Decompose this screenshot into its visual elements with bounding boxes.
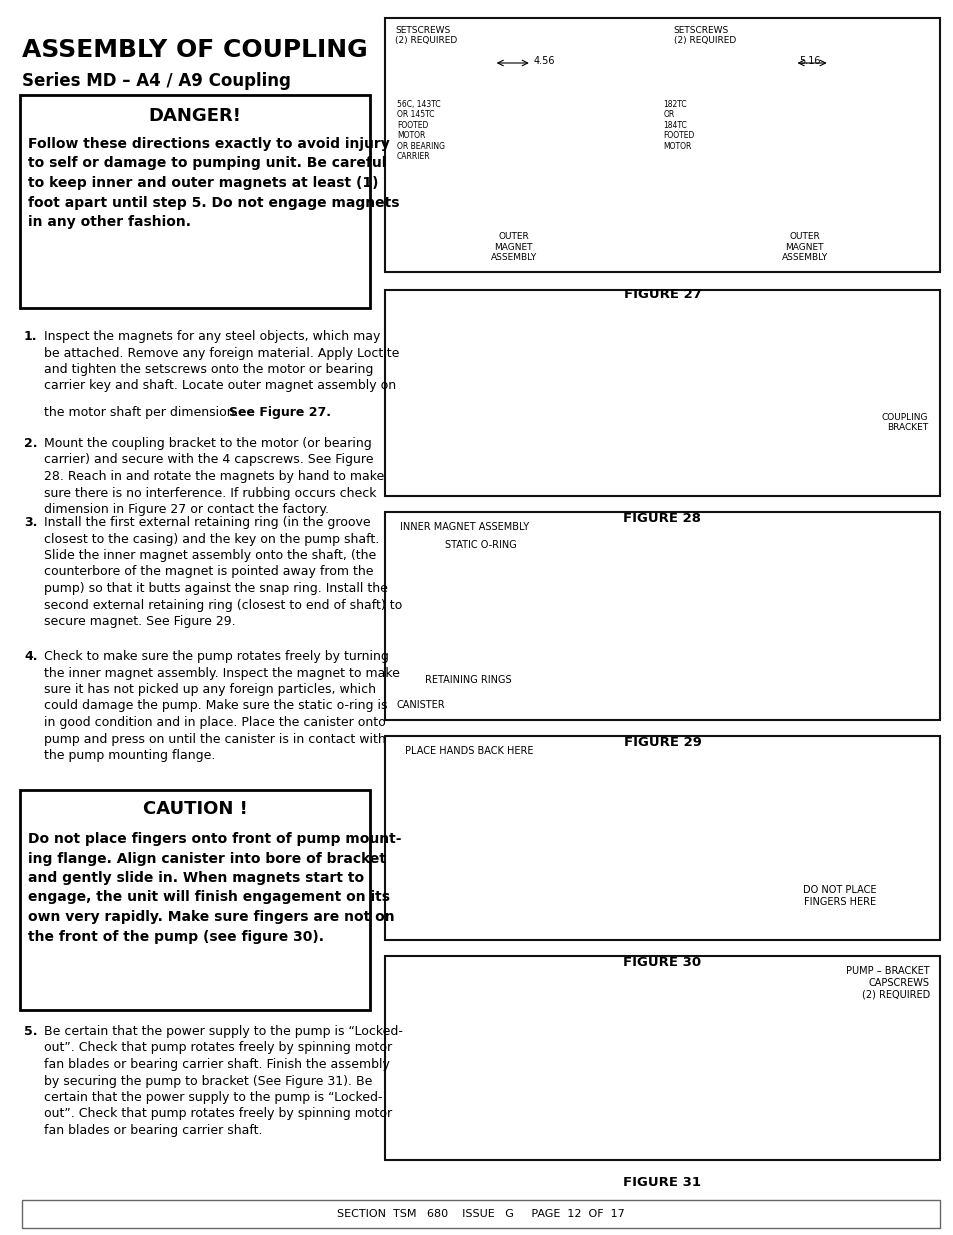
Text: CANISTER: CANISTER: [396, 700, 445, 710]
Text: Check to make sure the pump rotates freely by turning
the inner magnet assembly.: Check to make sure the pump rotates free…: [44, 650, 399, 762]
Text: FIGURE 27: FIGURE 27: [623, 288, 700, 301]
Text: Series MD – A4 / A9 Coupling: Series MD – A4 / A9 Coupling: [22, 72, 291, 90]
Text: Inspect the magnets for any steel objects, which may
be attached. Remove any for: Inspect the magnets for any steel object…: [44, 330, 399, 393]
Bar: [385, 956, 939, 1160]
Text: 56C, 143TC
OR 145TC
FOOTED
MOTOR
OR BEARING
CARRIER: 56C, 143TC OR 145TC FOOTED MOTOR OR BEAR…: [396, 100, 444, 161]
Text: the motor shaft per dimension.: the motor shaft per dimension.: [44, 406, 242, 419]
Text: INNER MAGNET ASSEMBLY: INNER MAGNET ASSEMBLY: [399, 522, 529, 532]
Bar: [385, 290, 939, 496]
Bar: [20, 95, 370, 308]
Text: 1.: 1.: [24, 330, 37, 343]
Text: CAUTION !: CAUTION !: [143, 800, 247, 818]
Bar: [385, 513, 939, 720]
Text: DO NOT PLACE
FINGERS HERE: DO NOT PLACE FINGERS HERE: [802, 885, 876, 906]
Text: Mount the coupling bracket to the motor (or bearing
carrier) and secure with the: Mount the coupling bracket to the motor …: [44, 437, 384, 516]
Text: PLACE HANDS BACK HERE: PLACE HANDS BACK HERE: [405, 746, 533, 756]
Text: 4.56: 4.56: [533, 56, 555, 65]
Text: FIGURE 31: FIGURE 31: [623, 1176, 700, 1189]
Text: STATIC O-RING: STATIC O-RING: [444, 540, 517, 550]
Bar: [385, 736, 939, 940]
Text: FIGURE 28: FIGURE 28: [623, 513, 700, 525]
Text: SECTION  TSM   680    ISSUE   G     PAGE  12  OF  17: SECTION TSM 680 ISSUE G PAGE 12 OF 17: [336, 1209, 624, 1219]
Text: Do not place fingers onto front of pump mount-
ing flange. Align canister into b: Do not place fingers onto front of pump …: [28, 832, 401, 944]
Bar: [22, 1200, 939, 1228]
Text: ASSEMBLY OF COUPLING: ASSEMBLY OF COUPLING: [22, 38, 367, 62]
Text: FIGURE 29: FIGURE 29: [623, 736, 700, 748]
Text: Follow these directions exactly to avoid injury
to self or damage to pumping uni: Follow these directions exactly to avoid…: [28, 137, 399, 228]
Text: See Figure 27.: See Figure 27.: [229, 406, 331, 419]
Text: 182TC
OR
184TC
FOOTED
MOTOR: 182TC OR 184TC FOOTED MOTOR: [662, 100, 694, 151]
Text: RETAINING RINGS: RETAINING RINGS: [424, 676, 511, 685]
Text: 3.: 3.: [24, 516, 37, 529]
Bar: [385, 19, 939, 272]
Text: SETSCREWS
(2) REQUIRED: SETSCREWS (2) REQUIRED: [673, 26, 735, 46]
Text: 4.: 4.: [24, 650, 37, 663]
Text: 5.: 5.: [24, 1025, 37, 1037]
Text: 5.16: 5.16: [799, 56, 821, 65]
Text: SETSCREWS
(2) REQUIRED: SETSCREWS (2) REQUIRED: [395, 26, 456, 46]
Bar: [20, 790, 370, 1010]
Text: 2.: 2.: [24, 437, 37, 450]
Text: OUTER
MAGNET
ASSEMBLY: OUTER MAGNET ASSEMBLY: [781, 232, 827, 262]
Text: Be certain that the power supply to the pump is “Locked-
out”. Check that pump r: Be certain that the power supply to the …: [44, 1025, 402, 1137]
Text: DANGER!: DANGER!: [149, 107, 241, 125]
Text: PUMP – BRACKET
CAPSCREWS
(2) REQUIRED: PUMP – BRACKET CAPSCREWS (2) REQUIRED: [845, 966, 929, 999]
Text: Install the first external retaining ring (in the groove
closest to the casing) : Install the first external retaining rin…: [44, 516, 402, 629]
Text: FIGURE 30: FIGURE 30: [622, 956, 700, 969]
Text: OUTER
MAGNET
ASSEMBLY: OUTER MAGNET ASSEMBLY: [490, 232, 537, 262]
Text: COUPLING
BRACKET: COUPLING BRACKET: [881, 412, 927, 432]
